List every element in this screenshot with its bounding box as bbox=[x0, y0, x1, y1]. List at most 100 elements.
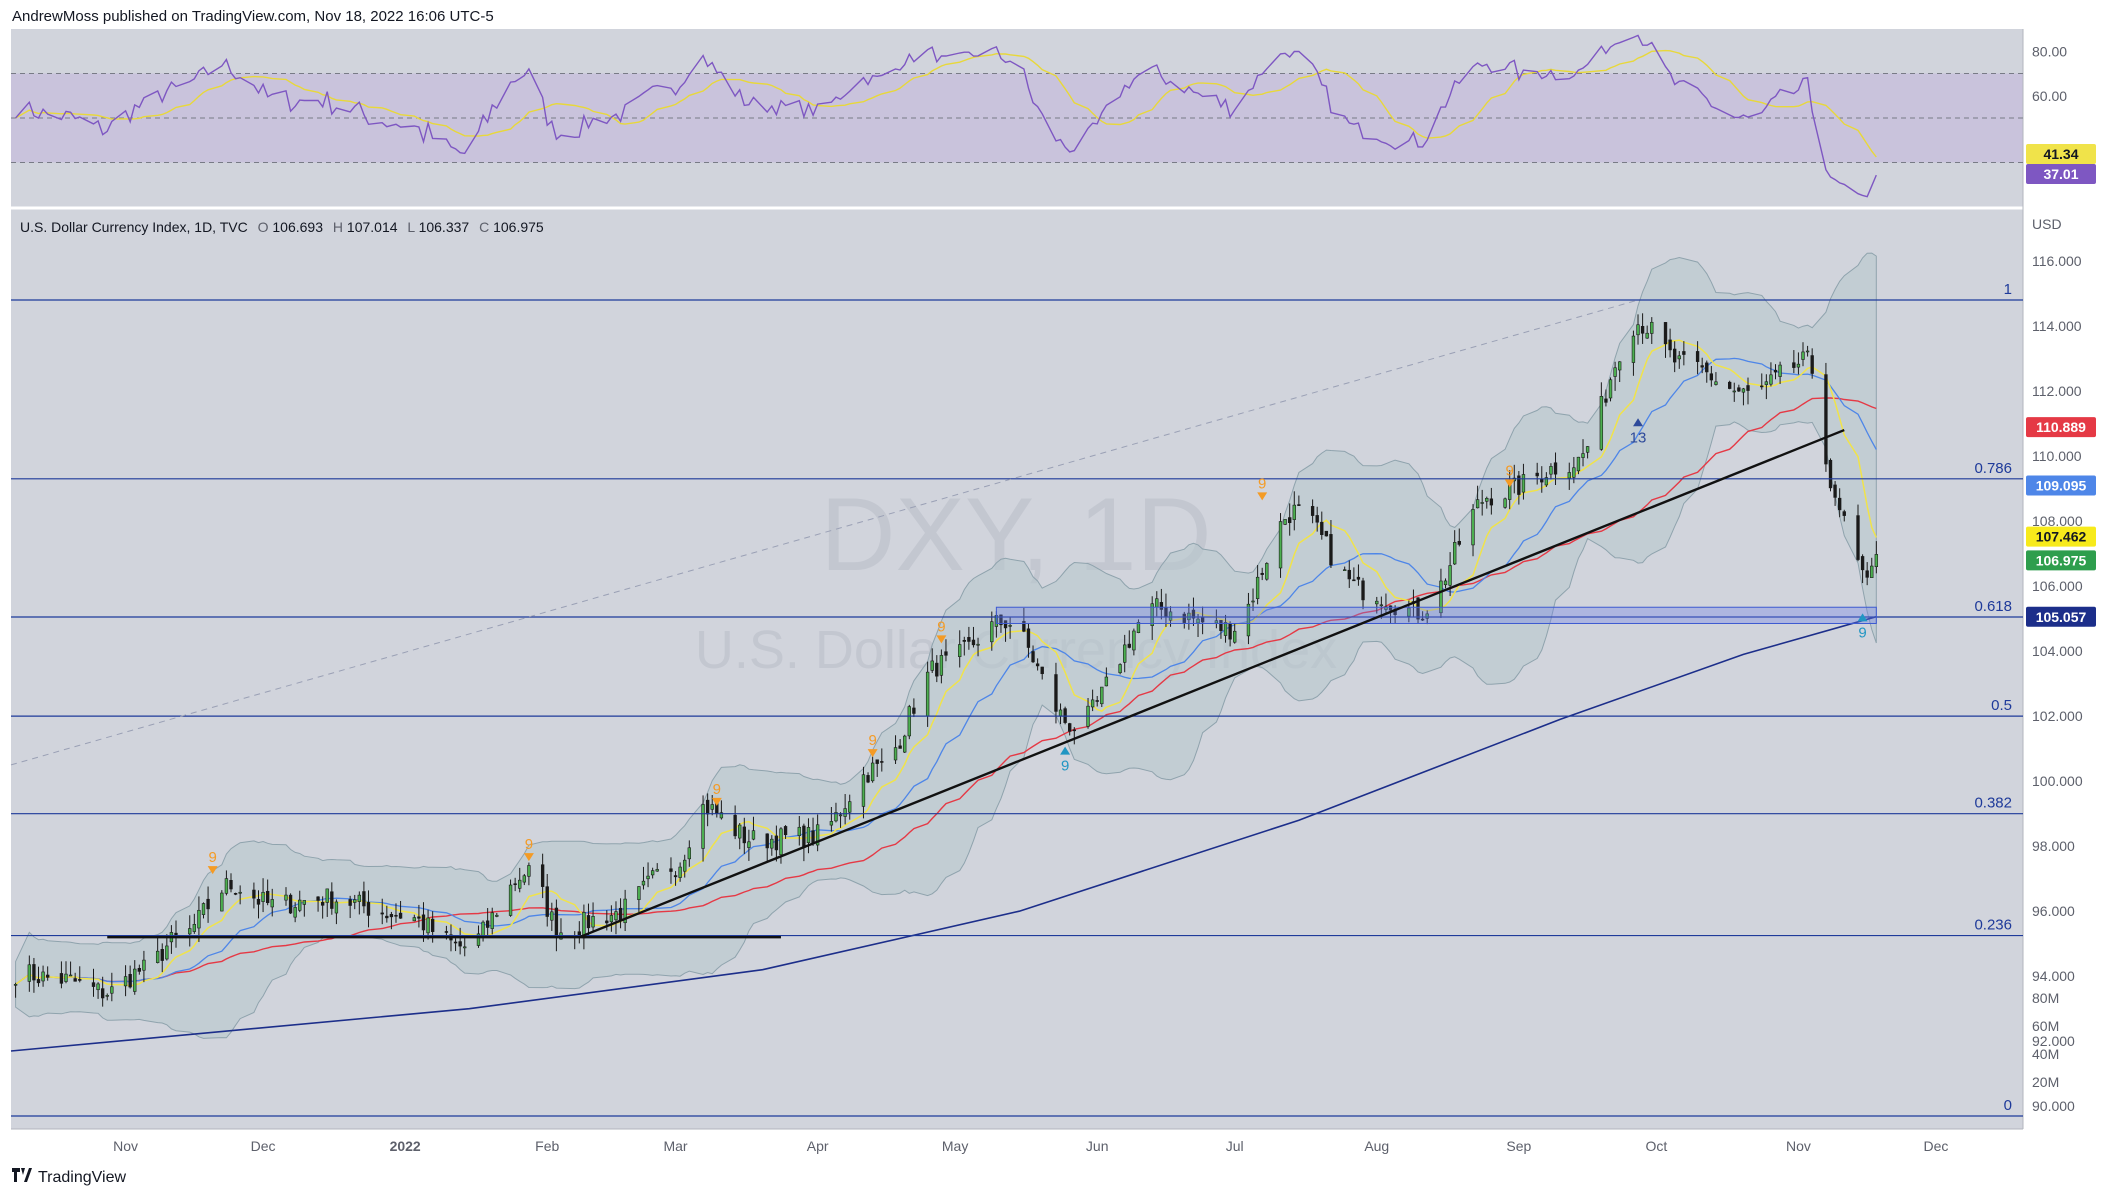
candle-up bbox=[298, 899, 302, 911]
candle-down bbox=[380, 912, 384, 915]
candle-up bbox=[495, 914, 499, 917]
candle-down bbox=[417, 916, 421, 919]
candle-up bbox=[13, 984, 18, 986]
candle-down bbox=[385, 915, 389, 919]
candle-up bbox=[1155, 598, 1159, 608]
candle-down bbox=[1865, 570, 1869, 578]
candle-down bbox=[733, 814, 737, 837]
candle-up bbox=[1439, 580, 1443, 614]
candle-up bbox=[96, 983, 100, 991]
price-tick-label: 106.000 bbox=[2032, 578, 2083, 594]
candle-up bbox=[188, 928, 192, 935]
candle-down bbox=[1773, 369, 1778, 373]
candle-down bbox=[78, 979, 82, 981]
candle-up bbox=[1585, 446, 1590, 453]
candle-down bbox=[1315, 515, 1319, 523]
fib-level-label: 0.5 bbox=[1991, 697, 2012, 714]
candle-down bbox=[811, 830, 815, 844]
candle-up bbox=[1443, 580, 1448, 586]
candle-up bbox=[1764, 381, 1769, 385]
signal-arrow-icon bbox=[207, 866, 218, 875]
candle-down bbox=[618, 907, 623, 921]
rising-trendline bbox=[578, 428, 1845, 939]
candle-down bbox=[233, 893, 238, 895]
candle-down bbox=[137, 967, 142, 972]
candle-down bbox=[1228, 623, 1232, 640]
rsi-line bbox=[15, 34, 1877, 198]
candle-up bbox=[41, 971, 45, 982]
candle-up bbox=[490, 912, 494, 929]
candle-down bbox=[288, 894, 293, 914]
time-tick-label: Feb bbox=[535, 1138, 559, 1154]
symbol-legend: U.S. Dollar Currency Index, 1D, TVC O 10… bbox=[20, 219, 544, 235]
candle-down bbox=[421, 914, 426, 931]
candle-up bbox=[1448, 565, 1452, 586]
candle-up bbox=[1168, 611, 1173, 621]
signal-label: 9 bbox=[1258, 475, 1266, 492]
candle-up bbox=[1618, 361, 1622, 371]
candle-up bbox=[710, 804, 714, 810]
volume-tick-label: 40M bbox=[2032, 1046, 2059, 1062]
candle-down bbox=[1673, 348, 1677, 363]
candle-up bbox=[838, 814, 843, 817]
candle-up bbox=[1769, 374, 1773, 385]
candle-down bbox=[1663, 322, 1668, 345]
signal-label: 9 bbox=[937, 618, 945, 635]
candle-up bbox=[958, 644, 962, 657]
signal-label: 9 bbox=[868, 732, 876, 749]
candle-down bbox=[320, 901, 325, 906]
candle-up bbox=[201, 903, 206, 915]
candle-down bbox=[545, 886, 549, 917]
candle-up bbox=[1572, 467, 1576, 478]
candle-up bbox=[1132, 630, 1136, 651]
candle-down bbox=[73, 978, 77, 982]
candle-up bbox=[1379, 604, 1384, 607]
projection-line bbox=[10, 299, 1639, 766]
candle-up bbox=[155, 950, 160, 963]
candle-up bbox=[930, 660, 934, 671]
rsi-tag-label: 37.01 bbox=[2043, 166, 2078, 182]
candle-up bbox=[1677, 355, 1681, 360]
signal-arrow-icon bbox=[1633, 418, 1644, 427]
signal-arrow-icon bbox=[711, 797, 722, 806]
candle-up bbox=[1278, 521, 1283, 569]
candle-down bbox=[1219, 620, 1223, 631]
candle-up bbox=[591, 916, 595, 928]
legend-high: 107.014 bbox=[347, 219, 398, 235]
candle-up bbox=[476, 933, 481, 946]
signal-label: 9 bbox=[525, 836, 533, 853]
candle-up bbox=[527, 865, 531, 877]
candle-down bbox=[898, 745, 902, 749]
signal-label: 9 bbox=[208, 849, 216, 866]
candle-up bbox=[105, 995, 109, 997]
candle-down bbox=[1668, 339, 1672, 351]
time-tick-label: Oct bbox=[1645, 1138, 1667, 1154]
candle-up bbox=[522, 875, 526, 883]
price-tick-label: 104.000 bbox=[2032, 643, 2083, 659]
legend-symbol: U.S. Dollar Currency Index, 1D, TVC bbox=[20, 219, 248, 235]
candle-up bbox=[990, 621, 994, 643]
candle-up bbox=[1407, 607, 1411, 617]
candle-up bbox=[1874, 554, 1879, 567]
time-tick-label: Apr bbox=[807, 1138, 829, 1154]
candle-down bbox=[944, 651, 948, 656]
candle-down bbox=[1682, 351, 1686, 355]
fib-level-label: 0.236 bbox=[1974, 917, 2012, 934]
candle-up bbox=[1251, 600, 1255, 603]
candle-up bbox=[1265, 563, 1269, 580]
candle-down bbox=[1760, 385, 1764, 388]
price-tick-label: 100.000 bbox=[2032, 773, 2083, 789]
rsi-tick-label: 60.00 bbox=[2032, 88, 2067, 104]
candle-down bbox=[453, 941, 458, 944]
legend-close: 106.975 bbox=[493, 219, 544, 235]
candle-down bbox=[398, 912, 403, 919]
candle-down bbox=[316, 896, 320, 901]
candle-down bbox=[160, 949, 164, 961]
candle-down bbox=[389, 914, 394, 918]
candle-down bbox=[100, 988, 105, 999]
candle-up bbox=[550, 911, 554, 921]
price-tick-label: 102.000 bbox=[2032, 708, 2083, 724]
signal-arrow-icon bbox=[1060, 746, 1071, 755]
candle-up bbox=[1233, 630, 1237, 643]
